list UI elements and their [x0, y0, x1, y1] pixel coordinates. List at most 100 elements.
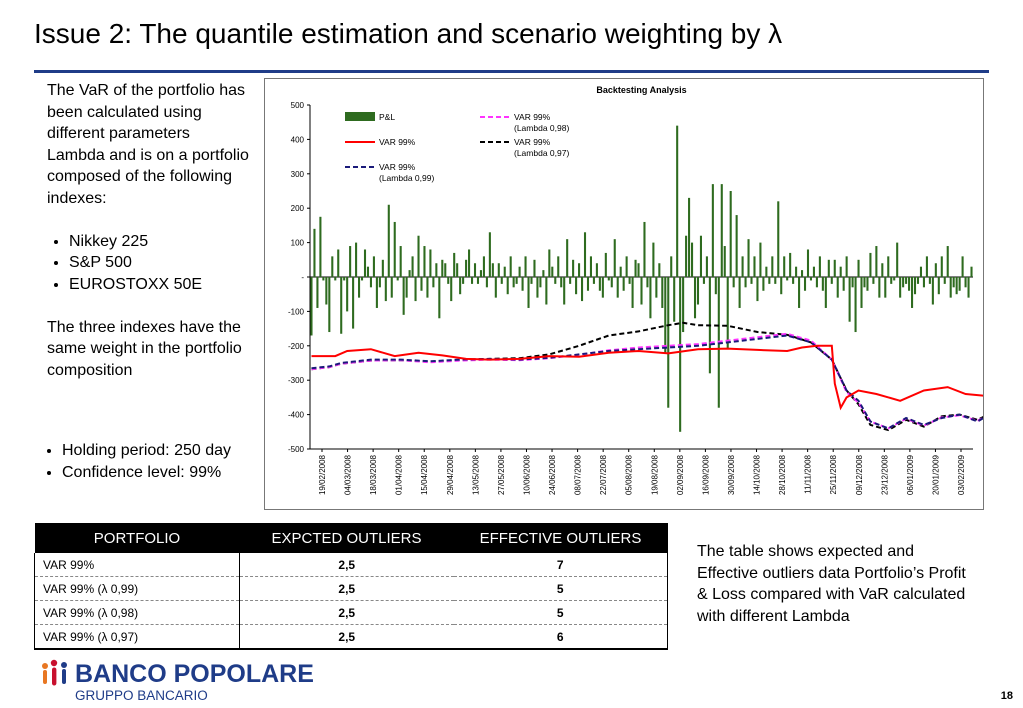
- legend-label-line2: (Lambda 0,97): [514, 148, 569, 158]
- pnl-bar: [506, 277, 509, 295]
- legend-label: VAR 99% (Lambda 0,99): [379, 162, 434, 183]
- pnl-bar: [411, 256, 414, 277]
- cell-effective: 5: [453, 600, 668, 625]
- table-row: VAR 99% (λ 0,98) 2,5 5: [34, 600, 668, 625]
- pnl-bar: [462, 277, 465, 284]
- legend-label: VAR 99% (Lambda 0,98): [514, 112, 569, 133]
- pnl-bar: [753, 256, 756, 277]
- pnl-bar: [479, 270, 482, 277]
- pnl-bar: [518, 266, 521, 277]
- list-item: Holding period: 250 day: [62, 440, 254, 462]
- pnl-bar: [625, 256, 628, 277]
- pnl-bar: [872, 277, 875, 284]
- table-row: VAR 99% (λ 0,97) 2,5 6: [34, 624, 668, 650]
- y-tick-label: 500: [291, 101, 305, 110]
- pnl-bar: [485, 277, 488, 288]
- legend-label-line1: VAR 99%: [379, 162, 416, 172]
- pnl-bar: [595, 263, 598, 277]
- y-tick-label: 300: [291, 170, 305, 179]
- pnl-bar: [738, 277, 741, 308]
- table-row: VAR 99% 2,5 7: [34, 553, 668, 577]
- cell-effective: 7: [453, 553, 668, 577]
- pnl-bar: [902, 277, 905, 288]
- pnl-bar: [509, 256, 512, 277]
- pnl-bar: [497, 263, 500, 277]
- pnl-bar: [432, 277, 435, 288]
- pnl-bar: [679, 277, 682, 432]
- pnl-bar: [583, 232, 587, 277]
- pnl-bar: [893, 277, 896, 281]
- pnl-bar: [426, 277, 429, 298]
- pnl-bar: [444, 263, 447, 277]
- pnl-bar: [491, 263, 494, 277]
- pnl-bar: [560, 277, 563, 288]
- intro-text: The VaR of the portfolio has been calcul…: [47, 82, 249, 207]
- pnl-bar: [890, 277, 893, 284]
- pnl-bar: [949, 277, 952, 298]
- pnl-bar: [765, 266, 768, 277]
- pnl-bar: [369, 277, 372, 288]
- pnl-bar: [575, 277, 578, 295]
- pnl-bar: [468, 249, 471, 277]
- pnl-bar: [572, 259, 575, 277]
- page-number: 18: [1000, 690, 1013, 702]
- pnl-bar: [806, 249, 810, 277]
- pnl-bar: [970, 266, 973, 277]
- y-tick-label: -500: [288, 445, 305, 454]
- pnl-bar: [958, 277, 961, 291]
- x-tick-label: 05/08/2008: [625, 454, 634, 495]
- pnl-bar: [759, 242, 762, 277]
- list-item: Confidence level: 99%: [62, 462, 254, 484]
- y-tick-label: -: [301, 273, 304, 282]
- y-tick-label: -300: [288, 376, 305, 385]
- pnl-bar: [408, 270, 411, 277]
- pnl-bar: [931, 277, 934, 305]
- pnl-bar: [658, 263, 661, 277]
- x-tick-label: 22/07/2008: [599, 454, 608, 495]
- x-tick-label: 20/01/2009: [931, 454, 940, 495]
- pnl-bar: [896, 242, 899, 277]
- x-tick-label: 29/04/2008: [446, 454, 455, 495]
- pnl-bar: [839, 266, 842, 277]
- pnl-bar: [417, 235, 420, 277]
- x-tick-label: 09/12/2008: [855, 454, 864, 495]
- pnl-bar: [652, 242, 655, 277]
- pnl-bar: [435, 263, 438, 277]
- pnl-bar: [384, 277, 387, 302]
- pnl-bar: [313, 228, 316, 277]
- header-effective: EFFECTIVE OUTLIERS: [453, 523, 668, 553]
- pnl-bar: [569, 277, 572, 284]
- table-header-row: PORTFOLIO EXPCTED OUTLIERS EFFECTIVE OUT…: [34, 523, 668, 553]
- series-line-var-99: [311, 344, 983, 411]
- legend-label-line1: VAR 99%: [514, 137, 551, 147]
- pnl-bar: [798, 277, 801, 308]
- logo-brand-text: BANCO POPOLARE: [75, 660, 314, 688]
- pnl-bar: [530, 277, 533, 284]
- pnl-bar: [815, 277, 818, 288]
- pnl-bar: [631, 277, 634, 308]
- list-item: Nikkey 225: [69, 231, 252, 253]
- pnl-bar: [607, 277, 610, 281]
- x-tick-label: 18/03/2008: [369, 454, 378, 495]
- legend-label: VAR 99%: [379, 137, 416, 147]
- x-tick-label: 13/05/2008: [471, 454, 480, 495]
- pnl-bar: [340, 277, 343, 334]
- pnl-bar: [524, 256, 527, 277]
- pnl-bar: [399, 246, 402, 277]
- cell-effective: 5: [453, 576, 668, 601]
- pnl-bar: [866, 277, 869, 291]
- pnl-bar: [473, 263, 477, 277]
- pnl-bar: [355, 242, 358, 277]
- x-tick-label: 11/11/2008: [804, 454, 813, 493]
- pnl-bar: [488, 232, 491, 277]
- pnl-bar: [667, 277, 670, 408]
- pnl-bar: [777, 201, 780, 277]
- title-underline: [34, 70, 989, 73]
- pnl-bar: [337, 249, 340, 277]
- x-tick-label: 24/06/2008: [548, 454, 557, 495]
- pnl-bar: [580, 277, 584, 302]
- cell-portfolio: VAR 99% (λ 0,98): [34, 600, 240, 625]
- logo-figures-icon: [42, 659, 67, 686]
- x-tick-label: 19/08/2008: [650, 454, 659, 495]
- cell-expected: 2,5: [239, 576, 454, 601]
